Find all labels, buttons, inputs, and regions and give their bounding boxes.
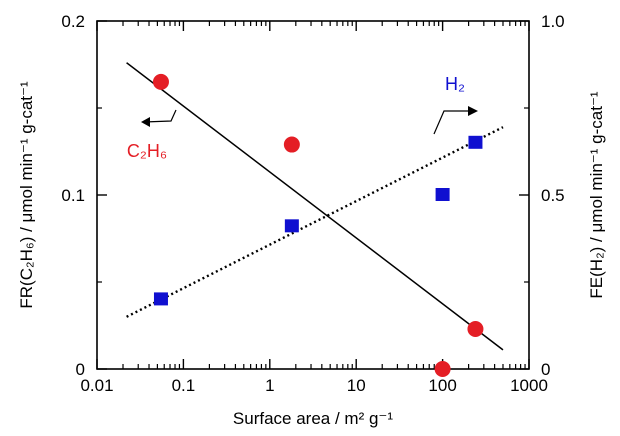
axis-arrow-line [143,109,177,123]
data-points [152,73,484,377]
data-point-circle [467,320,484,337]
right-y-tick-label: 1.0 [541,12,565,31]
right-y-tick-label: 0 [541,360,550,379]
x-tick-label: 1000 [510,376,548,395]
left-y-tick-label: 0.1 [61,186,85,205]
x-tick-label: 10 [347,376,366,395]
x-tick-label: 0.01 [80,376,113,395]
right-y-axis-title: FE(H₂) / μmol min⁻¹ g-cat⁻¹ [587,91,606,299]
trend-lines [126,62,504,351]
left-y-tick-label: 0 [76,360,85,379]
series-annotation-label: H₂ [445,74,465,94]
right-y-tick-label: 0.5 [541,186,565,205]
axis-arrow-head [468,106,478,116]
x-axis-title: Surface area / m² g⁻¹ [233,409,393,428]
data-point-square [435,188,450,201]
series-annotations: C₂H₆ H₂ [127,74,478,161]
axis-arrow-head [141,117,150,127]
left-y-axis-title: FR(C₂H₆) / μmol min⁻¹ g-cat⁻¹ [17,81,36,309]
data-point-circle [152,73,169,90]
right-y-axis-ticks: 0 0.5 1.0 [519,12,565,379]
series-annotation: H₂ [433,74,478,135]
x-tick-label: 100 [428,376,456,395]
data-point-circle [283,136,300,153]
data-point-circle [434,361,451,377]
left-y-tick-label: 0.2 [61,12,85,31]
trend-line [126,62,504,351]
series-annotation-label: C₂H₆ [127,141,167,161]
axis-arrow-line [433,110,474,135]
x-axis-ticks: 0.01 0.1 1 10 100 1000 [80,21,548,395]
series-annotation: C₂H₆ [127,109,177,161]
data-point-square [468,135,483,149]
x-tick-label: 1 [265,376,274,395]
x-tick-label: 0.1 [172,376,196,395]
data-point-square [153,292,168,306]
data-point-square [284,219,299,233]
left-y-axis-ticks: 0 0.1 0.2 [61,12,107,379]
trend-line [126,126,504,318]
